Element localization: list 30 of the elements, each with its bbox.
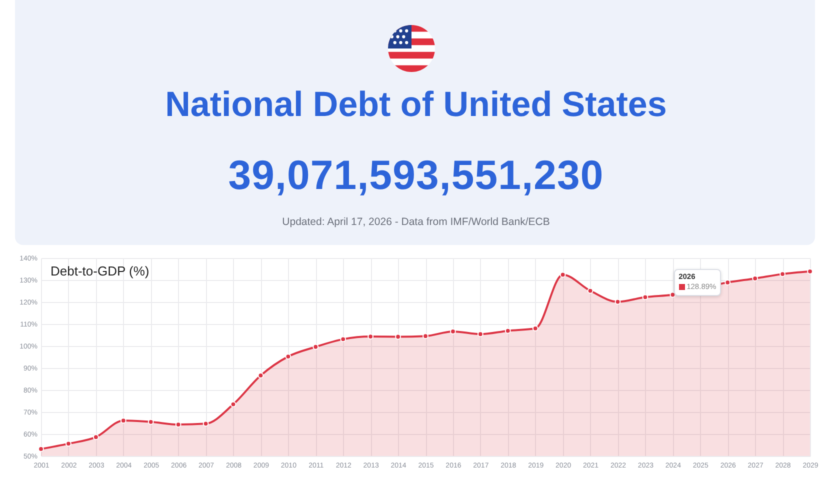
point bbox=[340, 336, 346, 342]
point bbox=[532, 325, 538, 332]
y-axis-title: Debt-to-GDP (%) bbox=[50, 264, 150, 278]
point bbox=[752, 276, 758, 282]
point bbox=[66, 440, 72, 447]
point bbox=[285, 354, 292, 360]
point bbox=[724, 280, 731, 286]
point bbox=[450, 328, 456, 334]
point bbox=[560, 272, 566, 278]
point bbox=[395, 334, 401, 340]
point bbox=[175, 422, 182, 428]
point bbox=[670, 292, 676, 298]
point bbox=[422, 333, 428, 340]
point bbox=[148, 418, 154, 425]
point bbox=[504, 328, 511, 334]
point bbox=[368, 334, 374, 340]
point bbox=[587, 288, 594, 294]
point bbox=[477, 331, 484, 338]
chart-title: National Debt of United States bbox=[164, 85, 668, 125]
point bbox=[312, 344, 319, 350]
point bbox=[258, 372, 264, 378]
point bbox=[120, 418, 126, 424]
point bbox=[202, 420, 209, 427]
text: Updated: April 17, 2026 - Data from IMF/World Bank/ECB bbox=[281, 216, 551, 228]
point bbox=[780, 271, 786, 278]
point bbox=[642, 294, 648, 300]
point bbox=[614, 298, 621, 305]
chart-subtitle: 39,071,593,551,230 bbox=[227, 152, 605, 199]
point bbox=[230, 401, 236, 408]
point bbox=[92, 434, 99, 440]
